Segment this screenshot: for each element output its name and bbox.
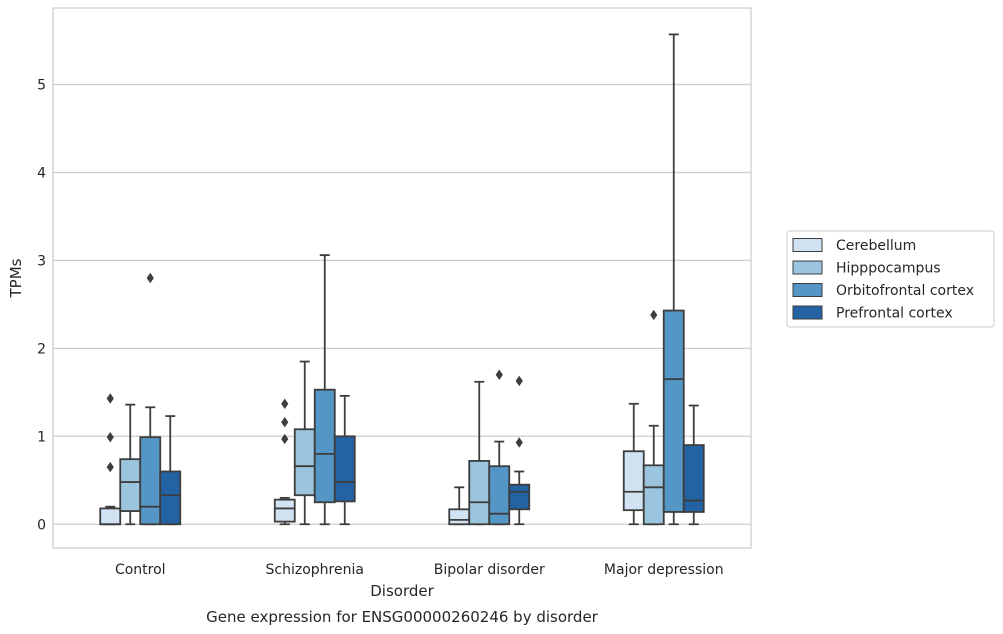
outlier-point [281,398,289,409]
legend-swatch [792,238,823,252]
plot-frame [52,7,752,549]
box [662,309,685,513]
box-plots [99,33,705,526]
box [682,444,705,513]
box [622,450,645,512]
legend-label: Hipppocampus [836,261,941,277]
x-tick-label: Schizophrenia [266,562,364,578]
legend-label: Orbitofrontal cortex [836,283,974,299]
box-group [119,403,142,526]
y-tick-label: 4 [37,165,46,181]
y-tick-label: 1 [37,429,46,445]
box [293,428,316,497]
legend-swatch [792,305,823,320]
outlier-point [281,433,289,445]
x-axis-ticks: Control Schizophrenia Bipolar disorder Majo… [115,562,724,578]
outlier-point [515,375,523,387]
box [119,458,142,512]
outlier-point [146,272,154,284]
box-group [682,404,705,526]
outlier-point [106,461,114,473]
x-tick-label: Bipolar disorder [434,562,545,578]
box [333,435,356,503]
box [468,460,491,526]
box [448,508,471,526]
y-axis-label: TPMs [7,258,25,298]
box [139,436,162,526]
x-axis-label: Disorder [370,582,434,600]
legend: Cerebellum Hipppocampus Orbitofrontal cort… [786,230,995,328]
outlier-point [106,393,114,404]
box [99,507,122,526]
y-tick-label: 2 [37,341,46,357]
box [642,464,665,526]
y-tick-label: 3 [37,253,46,269]
box-group [488,369,511,526]
box [273,498,296,523]
box-group [662,33,685,526]
outlier-point [650,309,658,321]
box [159,470,182,526]
legend-frame [786,230,995,328]
outlier-point [281,417,289,428]
box [488,465,511,526]
outlier-point [106,431,114,443]
box-group [508,375,531,526]
outlier-point [515,437,523,448]
box-group [159,415,182,526]
legend-swatch [792,260,823,275]
legend-swatch [792,283,823,297]
legend-label: Cerebellum [836,238,916,254]
x-tick-label: Major depression [604,562,724,578]
y-tick-label: 0 [37,517,46,533]
box [313,388,336,504]
y-tick-label: 5 [37,78,46,94]
box-group [333,394,356,526]
outlier-point [495,369,503,380]
figure-caption: Gene expression for ENSG00000260246 by d… [206,608,599,626]
y-axis-ticks: 0 1 2 3 4 5 [37,78,46,534]
box [508,483,531,511]
box-group [99,393,122,526]
legend-label: Prefrontal cortex [836,306,953,322]
box-group [273,398,296,526]
box-group [468,380,491,526]
x-tick-label: Control [115,562,166,578]
